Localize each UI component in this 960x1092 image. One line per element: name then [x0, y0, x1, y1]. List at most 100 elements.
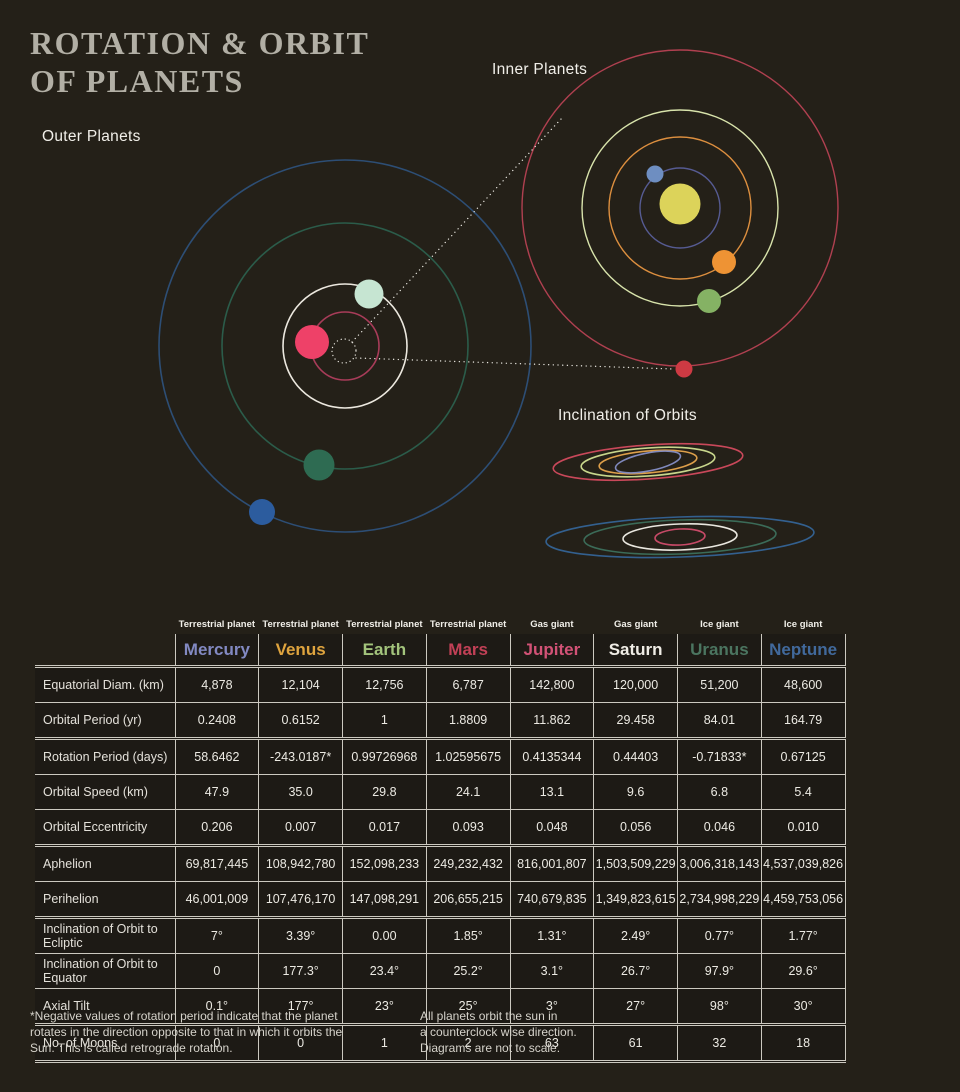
table-cell: 0.77° — [677, 916, 762, 954]
table-cell: 13.1 — [509, 774, 595, 810]
table-row: Perihelion 46,001,009 107,476,170 147,098,2… — [35, 881, 846, 918]
planet-mars — [675, 360, 693, 378]
title-line-2: OF PLANETS — [30, 63, 244, 100]
ellipse-neptune-incl — [545, 515, 815, 559]
table-row: Inclination of Orbit to Equator 0 177.3° 23… — [35, 953, 846, 989]
table-cell: 3.39° — [258, 916, 343, 954]
footnote-retrograde: *Negative values of rotation period indi… — [30, 1009, 343, 1056]
planet-name-row: Mercury Venus Earth Mars Jupiter Saturn Uranus… — [35, 634, 846, 668]
table-cell: 35.0 — [258, 774, 343, 810]
planet-name-saturn: Saturn — [593, 634, 678, 668]
orbital-diagrams — [158, 49, 839, 559]
page-title: ROTATION & ORBIT OF PLANETS — [30, 24, 369, 101]
footnote-line: a counterclock wise direction. — [420, 1025, 577, 1040]
table-row: Rotation Period (days) 58.6462 -243.0187* 0… — [35, 737, 846, 775]
table-cell: 63 — [509, 1023, 595, 1063]
table-cell: 1.8809 — [425, 702, 511, 739]
ellipse-uranus-incl — [583, 518, 777, 556]
table-cell: 23.4° — [342, 953, 427, 989]
table-cell: 0 — [258, 1023, 343, 1063]
table-cell: 51,200 — [677, 666, 762, 703]
ellipse-jupiter-incl — [654, 528, 706, 546]
table-cell: 164.79 — [760, 702, 846, 739]
table-cell: 1,349,823,615 — [593, 881, 678, 918]
row-label: Inclination of Orbit to Ecliptic — [35, 916, 176, 954]
planet-neptune — [249, 499, 275, 525]
table-cell: 177.3° — [258, 953, 343, 989]
table-cell: 69,817,445 — [174, 844, 260, 882]
orbit-saturn — [282, 283, 408, 409]
table-cell: 4,878 — [174, 666, 260, 703]
table-cell: 30° — [760, 988, 846, 1025]
ellipse-mercury-incl — [614, 450, 682, 474]
table-cell: 4,537,039,826 — [760, 844, 846, 882]
row-label: Aphelion — [35, 844, 176, 882]
table-cell: 7° — [174, 916, 260, 954]
row-label: Perihelion — [35, 881, 176, 918]
table-cell: 24.1 — [425, 774, 511, 810]
ellipse-saturn-incl — [622, 523, 738, 551]
table-cell: 6,787 — [425, 666, 511, 703]
table-cell: 1,503,509,229 — [593, 844, 678, 882]
table-cell: 27° — [593, 988, 678, 1025]
table-cell: 0 — [174, 953, 260, 989]
planet-name-mars: Mars — [425, 634, 511, 668]
planet-data-table: Terrestrial planet Terrestrial planet Terr… — [35, 615, 846, 1063]
table-cell: 1.77° — [760, 916, 846, 954]
title-line-1: ROTATION & ORBIT — [30, 25, 370, 61]
outer-planets-label: Outer Planets — [42, 128, 141, 145]
table-cell: 1 — [342, 1023, 427, 1063]
table-cell: 206,655,215 — [425, 881, 511, 918]
footnote-line: Diagrams are not to scale. — [420, 1041, 561, 1056]
corner-cell — [35, 634, 175, 668]
table-cell: 0.017 — [342, 809, 427, 846]
table-cell: 0.1° — [174, 988, 260, 1025]
table-cell: 18 — [760, 1023, 846, 1063]
planet-jupiter — [295, 325, 329, 359]
inner-planets-label: Inner Planets — [492, 61, 588, 78]
row-label: Orbital Period (yr) — [35, 702, 176, 739]
table-row: Orbital Period (yr) 0.2408 0.6152 1 1.8809 11… — [35, 702, 846, 739]
table-cell: 1.02595675 — [425, 737, 511, 775]
row-label: Orbital Eccentricity — [35, 809, 176, 846]
table-cell: 0.010 — [760, 809, 846, 846]
table-cell: 98° — [677, 988, 762, 1025]
planet-type-row: Terrestrial planet Terrestrial planet Terr… — [35, 615, 845, 634]
table-cell: 12,756 — [342, 666, 427, 703]
planet-name-jupiter: Jupiter — [509, 634, 595, 668]
orbit-venus — [608, 136, 752, 280]
table-cell: 5.4 — [760, 774, 846, 810]
planet-name-uranus: Uranus — [677, 634, 762, 668]
table-cell: 47.9 — [174, 774, 260, 810]
table-cell: 0.00 — [342, 916, 427, 954]
ellipse-venus-incl — [598, 449, 698, 475]
row-label: Equatorial Diam. (km) — [35, 666, 176, 703]
sun — [659, 183, 701, 225]
table-cell: 61 — [593, 1023, 678, 1063]
table-cell: 2 — [425, 1023, 511, 1063]
table-row: Axial Tilt 0.1° 177° 23° 25° 3° 27° 98° 30° — [35, 988, 846, 1025]
zoom-region-circle — [331, 338, 357, 364]
table-cell: 11.862 — [509, 702, 595, 739]
orbit-mercury — [639, 167, 721, 249]
table-cell: 0.206 — [174, 809, 260, 846]
table-row: Equatorial Diam. (km) 4,878 12,104 12,756 6,… — [35, 666, 846, 703]
planet-earth — [697, 289, 721, 313]
table-cell: -0.71833* — [677, 737, 762, 775]
table-cell: 0.4135344 — [509, 737, 595, 775]
footnote-line: All planets orbit the sun in — [420, 1009, 558, 1023]
table-cell: 2,734,998,229 — [677, 881, 762, 918]
planet-type-label: Terrestrial planet — [346, 618, 423, 630]
table-cell: 108,942,780 — [258, 844, 343, 882]
orbit-neptune — [158, 159, 532, 533]
table-cell: 1 — [342, 702, 427, 739]
table-cell: 120,000 — [593, 666, 678, 703]
table-cell: 0.046 — [677, 809, 762, 846]
planet-type-label: Gas giant — [613, 618, 658, 630]
table-cell: 1.85° — [425, 916, 511, 954]
planet-saturn — [354, 279, 384, 309]
planet-table: Terrestrial planet Terrestrial planet Terr… — [35, 615, 846, 1063]
table-cell: 0.67125 — [760, 737, 846, 775]
table-cell: 177° — [258, 988, 343, 1025]
